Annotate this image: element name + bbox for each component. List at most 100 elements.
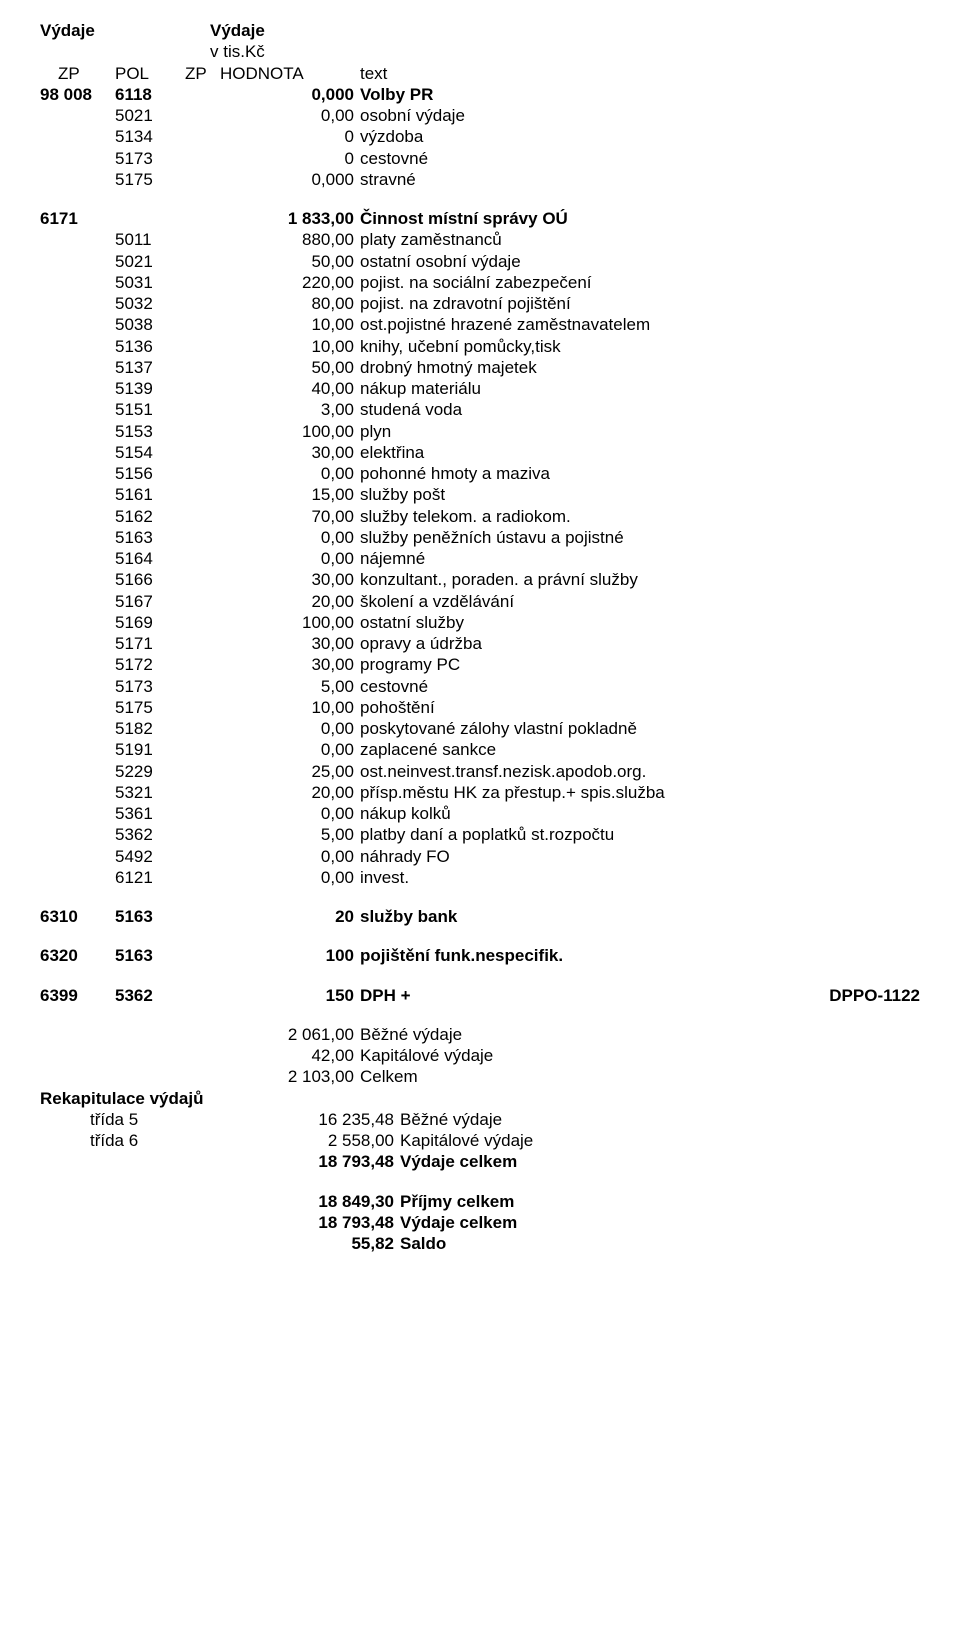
colhead-zp1: ZP [40, 63, 115, 84]
table-row: 51640,00nájemné [40, 548, 920, 569]
table-row: 51730cestovné [40, 148, 920, 169]
cell-paragraph [40, 293, 115, 314]
cell-value: 10,00 [220, 314, 360, 335]
cell-paragraph [40, 633, 115, 654]
cell-zp [185, 251, 220, 272]
cell-paragraph [40, 378, 115, 399]
cell-paragraph [40, 782, 115, 803]
cell-pol: 5169 [115, 612, 185, 633]
summary-value: 18 793,48 [260, 1212, 400, 1233]
cell-pol: 5021 [115, 105, 185, 126]
cell-paragraph [40, 718, 115, 739]
recap-value: 16 235,48 [260, 1109, 400, 1130]
cell-pol: 5321 [115, 782, 185, 803]
cell-paragraph [40, 463, 115, 484]
cell-zp [185, 697, 220, 718]
cell-pol: 5011 [115, 229, 185, 250]
cell-paragraph [40, 229, 115, 250]
table-row: 61711 833,00Činnost místní správy OÚ [40, 208, 920, 229]
cell-paragraph [40, 676, 115, 697]
table-row: 98 00861180,000Volby PR [40, 84, 920, 105]
table-row: 532120,00přísp.městu HK za přestup.+ spi… [40, 782, 920, 803]
cell-text: nákup kolků [360, 803, 920, 824]
table-row: 54920,00náhrady FO [40, 846, 920, 867]
table-row: 5172 30,00programy PC [40, 654, 920, 675]
spacer [40, 967, 920, 985]
cell-zp [185, 1066, 220, 1087]
header-sub2: v tis.Kč [210, 41, 920, 62]
colhead-text: text [360, 63, 920, 84]
cell-value: 30,00 [220, 569, 360, 590]
cell-value: 30,00 [220, 633, 360, 654]
cell-value: 0,00 [220, 739, 360, 760]
cell-zp [185, 357, 220, 378]
cell-paragraph [40, 824, 115, 845]
cell-pol: 5038 [115, 314, 185, 335]
cell-pol: 5163 [115, 906, 185, 927]
table-row: 6310516320služby bank [40, 906, 920, 927]
cell-value: 30,00 [220, 442, 360, 463]
cell-text: elektřina [360, 442, 920, 463]
table-row: 51820,00poskytované zálohy vlastní pokla… [40, 718, 920, 739]
cell-zp [185, 272, 220, 293]
recap-row: třída 516 235,48Běžné výdaje [40, 1109, 920, 1130]
cell-paragraph: 98 008 [40, 84, 115, 105]
table-row: 51910,00zaplacené sankce [40, 739, 920, 760]
cell-text: pohoštění [360, 697, 920, 718]
cell-text: drobný hmotný majetek [360, 357, 920, 378]
cell-pol: 5166 [115, 569, 185, 590]
cell-value: 0,000 [220, 169, 360, 190]
cell-value: 30,00 [220, 654, 360, 675]
table-row: 51735,00cestovné [40, 676, 920, 697]
table-row: 2 061,00Běžné výdaje [40, 1024, 920, 1045]
cell-text: ostatní služby [360, 612, 920, 633]
table-row: 517130,00opravy a údržba [40, 633, 920, 654]
cell-pol: 5173 [115, 148, 185, 169]
cell-paragraph [40, 654, 115, 675]
cell-pol: 5172 [115, 654, 185, 675]
cell-text: knihy, učební pomůcky,tisk [360, 336, 920, 357]
cell-extra: DPPO-1122 [810, 985, 920, 1006]
cell-pol: 5492 [115, 846, 185, 867]
cell-text: ostatní osobní výdaje [360, 251, 920, 272]
cell-pol: 5139 [115, 378, 185, 399]
cell-paragraph [40, 148, 115, 169]
cell-text: osobní výdaje [360, 105, 920, 126]
table-row: 5169100,00ostatní služby [40, 612, 920, 633]
cell-value: 15,00 [220, 484, 360, 505]
cell-text: poskytované zálohy vlastní pokladně [360, 718, 920, 739]
cell-value: 0,00 [220, 867, 360, 888]
cell-value: 1 833,00 [220, 208, 360, 229]
table-row: 5011880,00platy zaměstnanců [40, 229, 920, 250]
cell-pol: 5154 [115, 442, 185, 463]
cell-pol: 5171 [115, 633, 185, 654]
summary-text: Saldo [400, 1233, 920, 1254]
cell-text: náhrady FO [360, 846, 920, 867]
cell-value: 0,00 [220, 803, 360, 824]
cell-paragraph [40, 548, 115, 569]
spacer [40, 1006, 920, 1024]
cell-text: školení a vzdělávání [360, 591, 920, 612]
cell-pol: 6121 [115, 867, 185, 888]
cell-zp [185, 633, 220, 654]
cell-text: programy PC [360, 654, 920, 675]
header-col1: Výdaje [40, 20, 210, 41]
cell-paragraph [40, 251, 115, 272]
cell-value: 0,00 [220, 105, 360, 126]
recap-text: Výdaje celkem [400, 1151, 920, 1172]
cell-value: 150 [220, 985, 360, 1006]
cell-zp [185, 229, 220, 250]
cell-pol: 5163 [115, 945, 185, 966]
cell-value: 0,00 [220, 527, 360, 548]
cell-text: cestovné [360, 148, 920, 169]
table-row: 51630,00služby peněžních ústavu a pojist… [40, 527, 920, 548]
recap-value: 18 793,48 [260, 1151, 400, 1172]
cell-zp [185, 761, 220, 782]
cell-pol: 5156 [115, 463, 185, 484]
recap-text: Kapitálové výdaje [400, 1130, 920, 1151]
cell-value: 3,00 [220, 399, 360, 420]
table-row: 53625,00platby daní a poplatků st.rozpoč… [40, 824, 920, 845]
cell-paragraph [40, 1024, 115, 1045]
cell-zp [185, 548, 220, 569]
cell-pol [115, 208, 185, 229]
